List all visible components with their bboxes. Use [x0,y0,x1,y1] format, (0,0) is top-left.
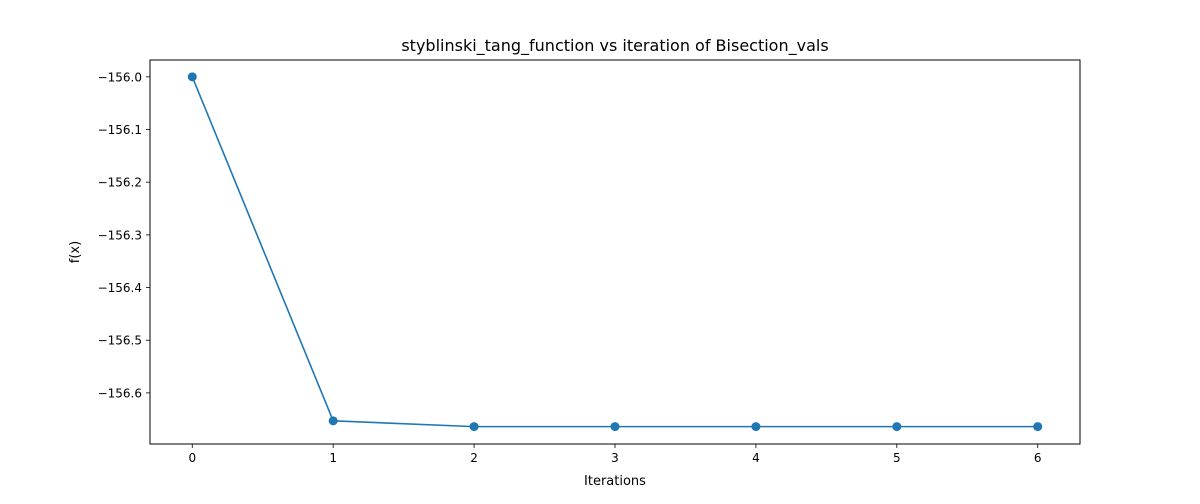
y-tick-label: −156.6 [98,386,142,400]
x-tick-label: 3 [611,451,619,465]
y-tick-label: −156.3 [98,228,142,242]
series-layer [187,72,1043,432]
y-tick-label: −156.2 [98,176,142,190]
data-point [187,72,197,82]
x-tick-label: 2 [470,451,478,465]
y-tick-label: −156.5 [98,334,142,348]
x-tick-label: 0 [188,451,196,465]
data-point [328,416,338,426]
y-axis: −156.0 −156.1 −156.2 −156.3 −156.4 −156.5 −156… [98,70,150,400]
y-tick-label: −156.0 [98,70,142,84]
x-tick-label: 4 [752,451,760,465]
plot-area [149,59,1081,445]
x-tick-label: 6 [1034,451,1042,465]
data-point [892,422,902,432]
data-point [1033,422,1043,432]
x-tick-label: 5 [893,451,901,465]
data-point [751,422,761,432]
x-axis: 0 1 2 3 4 5 6 [188,444,1042,465]
chart-title: styblinski_tang_function vs iteration of… [401,36,828,56]
data-point [469,422,479,432]
y-tick-label: −156.1 [98,123,142,137]
x-tick-label: 1 [329,451,337,465]
y-tick-label: −156.4 [98,281,142,295]
data-point [610,422,620,432]
y-axis-label: f(x) [68,241,83,263]
x-axis-label: Iterations [584,474,646,489]
